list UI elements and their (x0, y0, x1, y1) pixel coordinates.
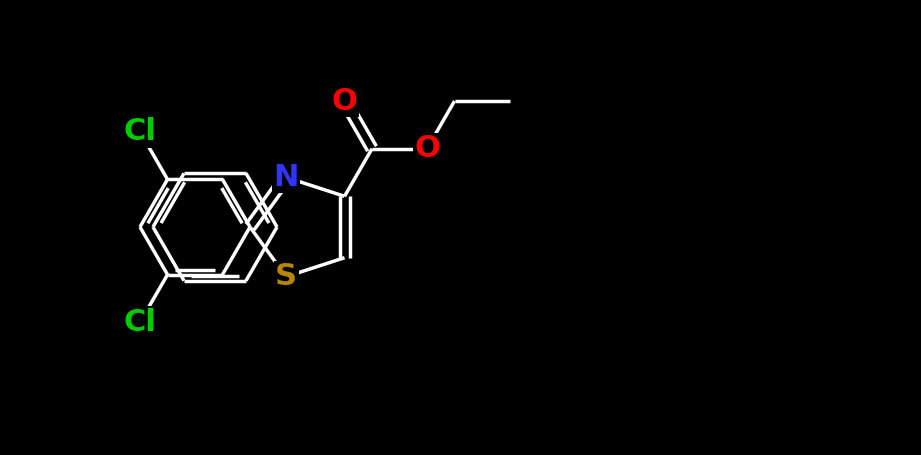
Text: O: O (414, 134, 440, 163)
Text: Cl: Cl (123, 308, 157, 337)
Text: S: S (275, 262, 297, 291)
Text: N: N (274, 163, 298, 192)
Text: Cl: Cl (123, 117, 157, 146)
Text: O: O (332, 86, 357, 116)
